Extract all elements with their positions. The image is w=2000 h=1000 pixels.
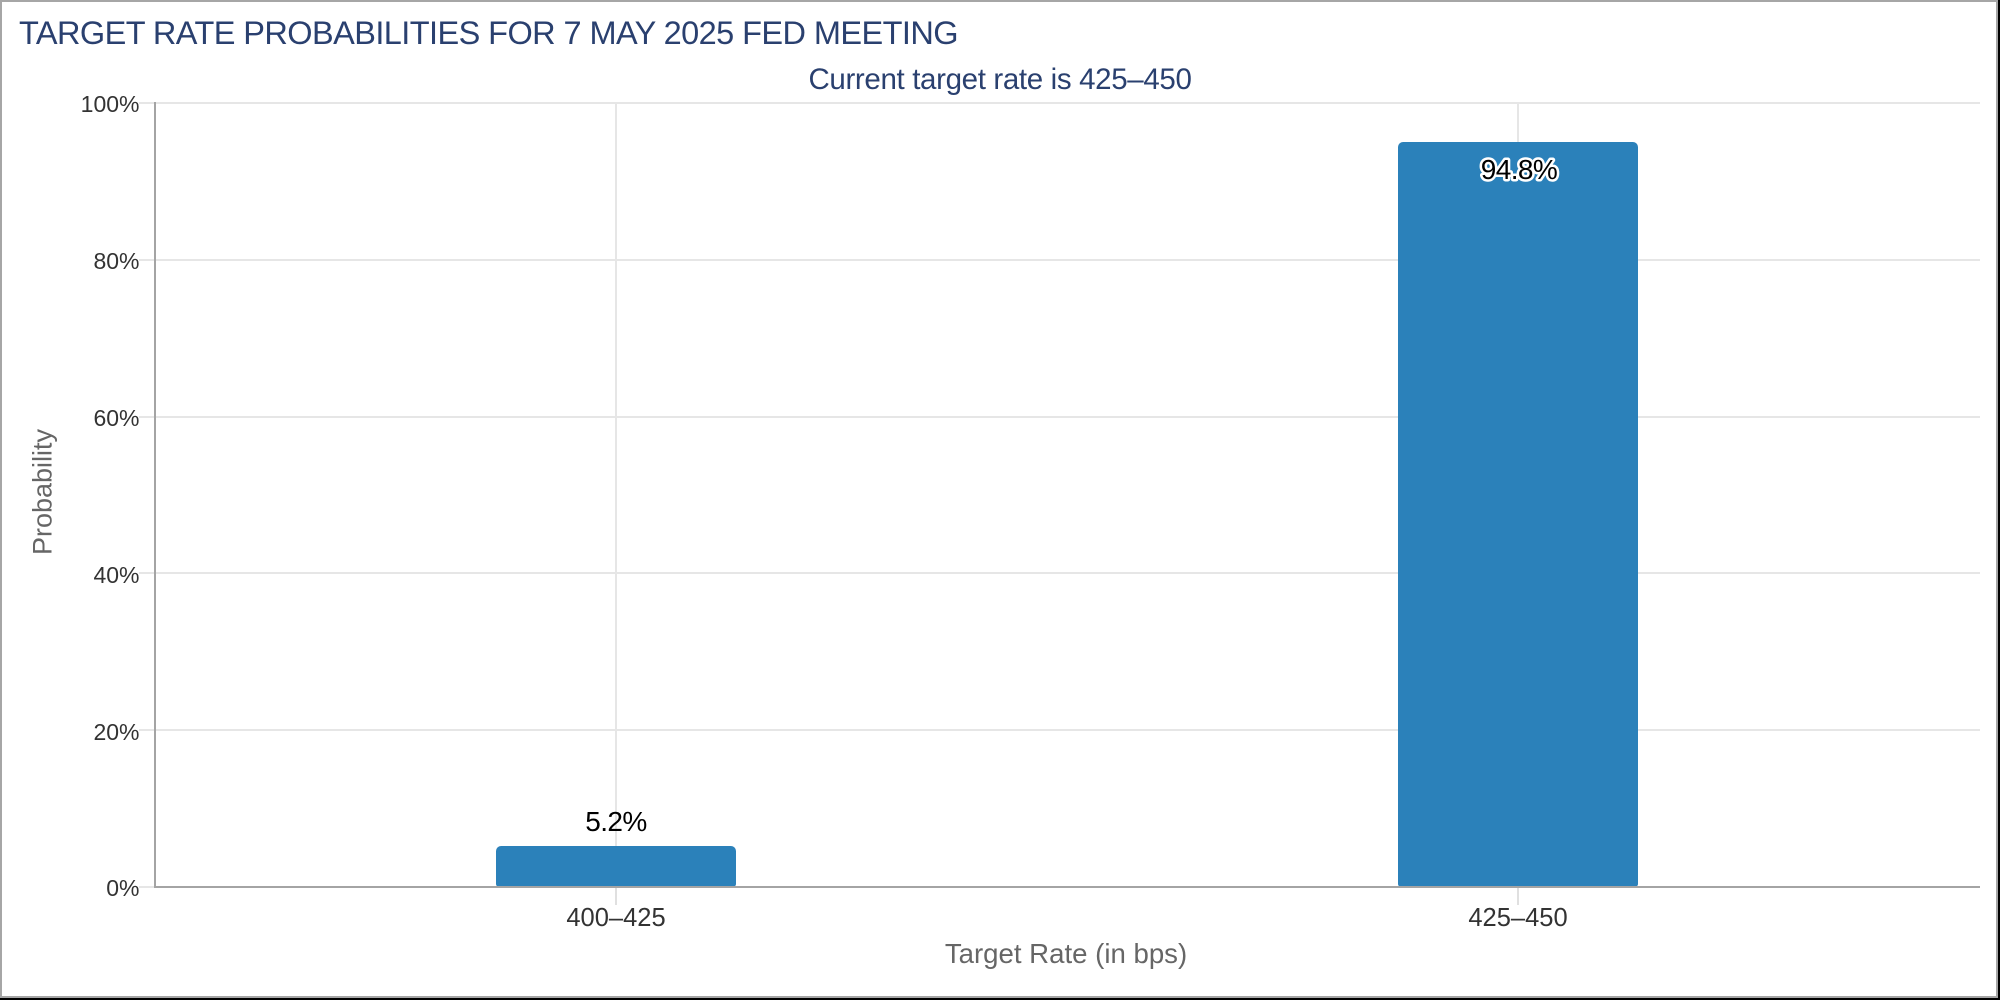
- svg-text:94.8%: 94.8%: [1481, 154, 1557, 185]
